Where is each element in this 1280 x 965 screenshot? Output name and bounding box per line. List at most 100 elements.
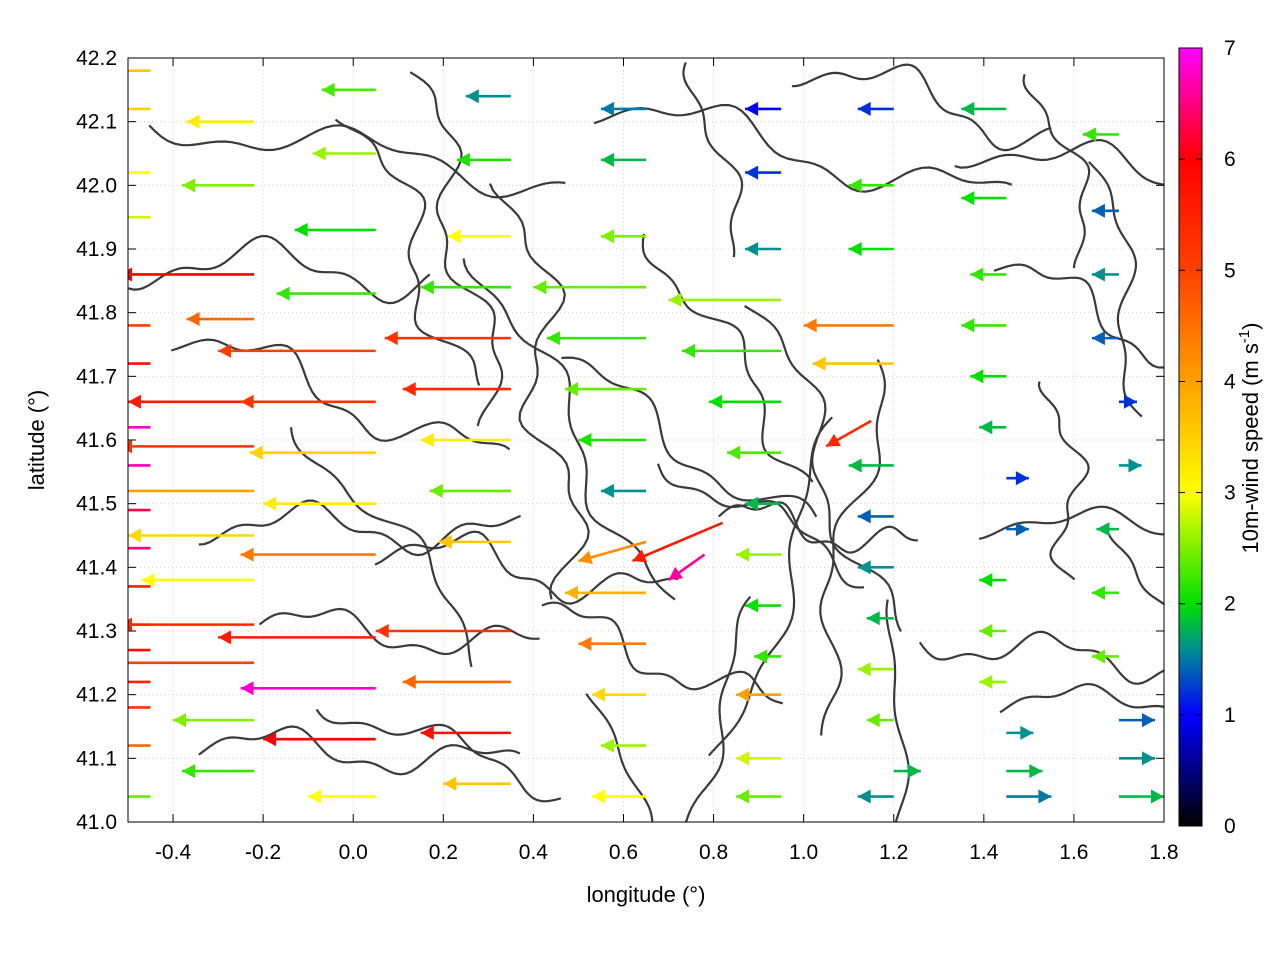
x-tick-label: -0.2	[245, 841, 281, 864]
wind-vector-head	[812, 356, 826, 371]
wind-vector	[979, 624, 1007, 638]
wind-vector	[182, 178, 255, 193]
wind-vector-head	[745, 598, 759, 613]
terrain-contour-line	[409, 71, 504, 427]
wind-vector	[420, 280, 511, 295]
colorbar-tick-label: 5	[1224, 259, 1236, 282]
wind-vector	[1006, 522, 1029, 537]
y-tick-label: 41.1	[76, 747, 117, 770]
wind-vector-head	[668, 292, 682, 307]
wind-vector	[1091, 203, 1119, 218]
terrain-contour-line	[978, 505, 1164, 540]
wind-vector-head	[240, 547, 254, 562]
wind-vector-head	[754, 649, 768, 664]
wind-vector-head	[128, 394, 141, 409]
wind-vector	[128, 324, 151, 327]
wind-vector-head	[1096, 522, 1110, 537]
wind-vector	[600, 229, 646, 244]
wind-vector-head	[736, 789, 750, 804]
wind-vector	[128, 69, 151, 73]
wind-vector-head	[402, 674, 416, 689]
x-tick-label: 0.4	[519, 841, 549, 864]
terrain-contour-line	[684, 595, 752, 822]
wind-vector	[240, 394, 376, 409]
wind-vector-head	[745, 101, 759, 116]
wind-vector	[848, 242, 894, 256]
wind-vector	[745, 165, 782, 180]
wind-vector	[1091, 331, 1119, 346]
wind-vector-head	[456, 152, 470, 167]
wind-vector	[866, 611, 894, 626]
wind-vector	[600, 101, 646, 116]
y-tick-label: 41.5	[76, 493, 117, 516]
wind-vector	[1118, 789, 1164, 804]
colorbar-tick-label: 6	[1224, 148, 1236, 171]
wind-vector-head	[1141, 713, 1155, 728]
y-tick-label: 42.0	[76, 174, 117, 197]
wind-vector	[668, 292, 782, 307]
wind-vector	[848, 458, 894, 473]
wind-vector	[893, 764, 921, 779]
y-tick-label: 42.1	[76, 111, 117, 134]
terrain-contour-line	[682, 62, 744, 258]
wind-vector	[128, 215, 151, 219]
wind-vector	[1091, 267, 1119, 282]
wind-vector-head	[218, 343, 232, 358]
terrain-contour-line	[1022, 74, 1091, 269]
terrain-contour-line	[1037, 381, 1090, 581]
wind-vector-head	[182, 764, 196, 779]
wind-vector-head	[1038, 789, 1052, 804]
wind-vector	[564, 585, 646, 600]
wind-vector	[631, 521, 724, 563]
wind-vector	[128, 171, 151, 174]
colorbar	[1178, 47, 1203, 827]
wind-vector	[1006, 471, 1029, 486]
wind-vector	[970, 369, 1007, 384]
terrain-contour-line	[128, 235, 431, 305]
colorbar-label-close: )	[1238, 323, 1263, 330]
wind-vector	[128, 439, 255, 454]
x-tick-label: 1.6	[1059, 841, 1088, 864]
wind-vector	[1006, 789, 1052, 804]
x-tick-label: 1.8	[1149, 841, 1178, 864]
wind-vector-shaft	[631, 521, 724, 563]
wind-vector-head	[465, 89, 479, 104]
wind-vector-head	[263, 496, 277, 511]
wind-vector	[736, 687, 782, 702]
terrain-contour-line	[541, 601, 784, 705]
colorbar-label-main: 10m-wind speed (m s	[1238, 343, 1263, 553]
colorbar-tick-label: 0	[1224, 815, 1236, 838]
wind-vector-head	[979, 624, 993, 638]
colorbar-tick-label: 4	[1224, 370, 1236, 393]
wind-vector-head	[186, 114, 200, 129]
wind-vector	[857, 789, 894, 804]
terrain-contour-line	[561, 356, 818, 518]
terrain-contour-line	[198, 499, 522, 557]
x-tick-label: 1.0	[789, 841, 818, 864]
wind-vector	[1118, 394, 1137, 409]
terrain-contour-line	[488, 183, 590, 600]
wind-vector-head	[745, 165, 759, 180]
y-axis-label: latitude (°)	[24, 390, 49, 491]
x-axis-label: longitude (°)	[587, 882, 706, 907]
wind-vector-head	[1091, 267, 1105, 282]
wind-vector	[1118, 713, 1155, 728]
wind-vector-head	[420, 725, 434, 740]
wind-vector	[128, 267, 255, 282]
terrain-contour-line	[585, 693, 654, 822]
terrain-contour-line	[791, 63, 1052, 152]
terrain-contour-line	[334, 118, 481, 386]
wind-vector-head	[578, 433, 592, 447]
wind-vector-head	[128, 439, 132, 454]
wind-vector	[745, 101, 782, 116]
wind-vector	[420, 725, 511, 740]
wind-vector-head	[1029, 764, 1043, 779]
wind-vector-head	[857, 101, 871, 116]
x-axis-ticks: -0.4 -0.2 0.0 0.2 0.4 0.6 0.8 1.0 1.2 1.4 1.6 1.8	[155, 58, 1179, 864]
wind-vectors	[128, 69, 1164, 804]
wind-vector	[961, 318, 1007, 333]
wind-vector	[961, 191, 1007, 206]
wind-vector-head	[1091, 649, 1105, 664]
wind-vector-head	[186, 312, 200, 327]
colorbar-label-exponent: -1	[1236, 330, 1253, 343]
